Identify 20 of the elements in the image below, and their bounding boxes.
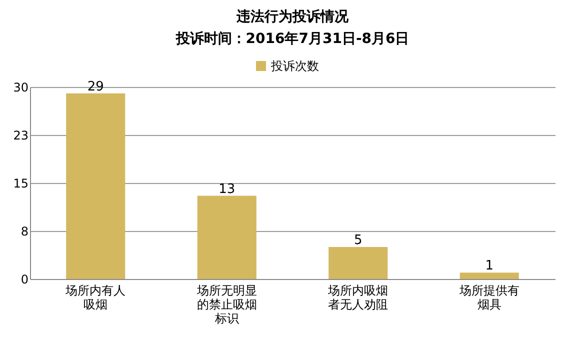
x-tick-label: 场所内有人吸烟 bbox=[64, 284, 126, 312]
x-tick-label: 场所提供有烟具 bbox=[458, 284, 520, 312]
data-label: 13 bbox=[218, 182, 236, 197]
chart-title: 违法行为投诉情况 bbox=[236, 9, 350, 25]
bar bbox=[460, 272, 519, 279]
data-label: 1 bbox=[485, 258, 494, 274]
chart-subtitle: 投诉时间：2016年7月31日-8月6日 bbox=[174, 31, 410, 47]
y-tick-label: 0 bbox=[20, 272, 28, 286]
x-tick-label: 场所无明显的禁止吸烟标识 bbox=[196, 284, 257, 326]
y-tick-label: 30 bbox=[13, 80, 28, 94]
bar bbox=[66, 93, 126, 279]
x-tick-label: 场所内吸烟者无人劝阻 bbox=[327, 284, 388, 312]
legend-label: 投诉次数 bbox=[270, 59, 319, 73]
y-tick-label: 15 bbox=[13, 176, 28, 190]
data-label: 29 bbox=[87, 79, 104, 94]
data-label: 5 bbox=[354, 233, 362, 248]
y-tick-label: 23 bbox=[13, 128, 28, 142]
bar bbox=[328, 247, 388, 279]
bar bbox=[197, 196, 256, 279]
y-tick-label: 8 bbox=[20, 224, 28, 238]
